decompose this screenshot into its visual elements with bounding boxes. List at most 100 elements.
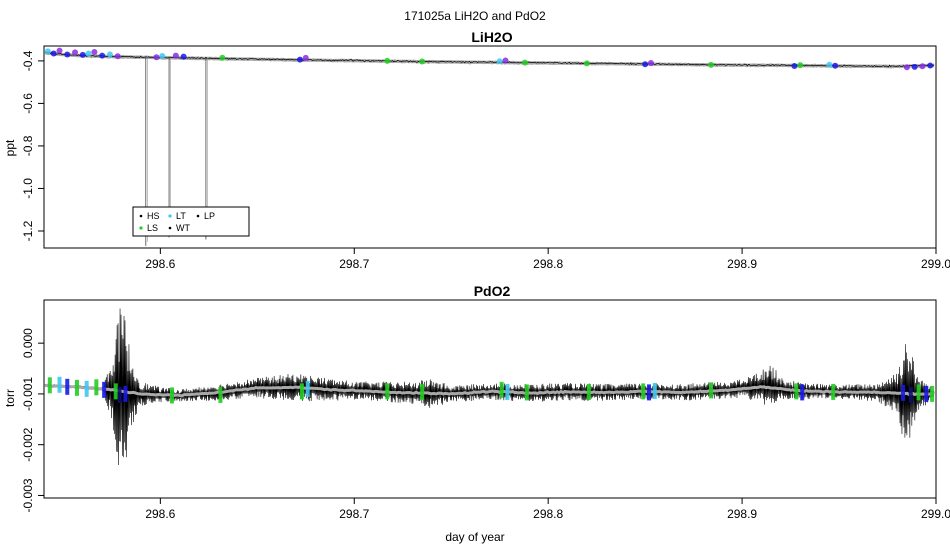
pdo2-marker xyxy=(524,384,529,401)
lih2o-marker xyxy=(647,60,654,67)
lih2o-marker xyxy=(72,49,79,56)
legend-label-lp: LP xyxy=(204,211,215,221)
x-tick-label: 298.9 xyxy=(727,507,757,521)
lih2o-plot-area xyxy=(44,47,935,246)
pdo2-ylabel: torr xyxy=(3,389,17,407)
y-tick-label: 0.000 xyxy=(21,328,35,358)
lih2o-marker xyxy=(44,48,51,55)
y-tick-label: -1.0 xyxy=(21,178,35,199)
x-tick-label: 299.0 xyxy=(921,257,950,271)
legend-swatch-wt xyxy=(168,226,172,230)
lih2o-marker xyxy=(296,56,303,63)
pdo2-marker xyxy=(641,383,646,400)
lih2o-marker xyxy=(106,51,113,58)
pdo2-marker xyxy=(709,382,714,399)
y-tick-label: -0.6 xyxy=(21,93,35,114)
lih2o-marker xyxy=(114,53,121,60)
pdo2-marker xyxy=(800,384,805,401)
y-tick-label: -0.002 xyxy=(21,427,35,461)
lih2o-marker xyxy=(302,54,309,61)
lih2o-marker xyxy=(502,57,509,64)
legend-swatch-hs xyxy=(139,214,143,218)
lih2o-marker xyxy=(797,62,804,69)
pdo2-marker xyxy=(586,383,591,400)
pdo2-marker xyxy=(652,382,657,399)
legend-label-hs: HS xyxy=(147,211,160,221)
lih2o-marker xyxy=(911,63,918,70)
pdo2-marker xyxy=(499,381,504,398)
pdo2-marker xyxy=(647,384,652,401)
lih2o-marker xyxy=(384,57,391,64)
pdo2-plot-area xyxy=(44,308,935,466)
pdo2-marker xyxy=(299,383,304,400)
x-tick-label: 298.7 xyxy=(339,507,369,521)
lih2o-marker xyxy=(50,50,57,57)
y-tick-label: -0.8 xyxy=(21,135,35,156)
lih2o-title: LiH2O xyxy=(471,29,512,45)
pdo2-marker xyxy=(117,386,122,403)
pdo2-marker xyxy=(84,380,89,397)
legend-swatch-lp xyxy=(196,214,200,218)
pdo2-marker xyxy=(94,379,99,396)
x-axis-label: day of year xyxy=(445,530,504,544)
pdo2-marker xyxy=(924,385,929,402)
legend-swatch-ls xyxy=(139,226,143,230)
lih2o-marker xyxy=(172,52,179,59)
pdo2-marker xyxy=(916,384,921,401)
lih2o-ylabel: ppt xyxy=(3,139,17,156)
x-tick-label: 298.8 xyxy=(533,257,563,271)
lih2o-x-axis: 298.6 298.7 298.8 298.9 299.0 xyxy=(145,248,950,271)
legend-label-lt: LT xyxy=(176,211,186,221)
pdo2-marker xyxy=(113,383,118,400)
lih2o-marker xyxy=(91,48,98,55)
y-tick-label: -1.2 xyxy=(21,220,35,241)
lih2o-marker xyxy=(791,62,798,69)
pdo2-marker xyxy=(505,383,510,400)
lih2o-plot-frame xyxy=(43,45,937,249)
pdo2-marker xyxy=(930,385,935,402)
pdo2-marker xyxy=(47,377,52,394)
lih2o-marker xyxy=(419,58,426,65)
pdo2-marker xyxy=(901,384,906,401)
lih2o-marker xyxy=(826,61,833,68)
figure-title: 171025a LiH2O and PdO2 xyxy=(404,9,546,23)
pdo2-marker xyxy=(218,386,223,403)
x-tick-label: 298.9 xyxy=(727,257,757,271)
pdo2-marker xyxy=(420,383,425,400)
lih2o-marker xyxy=(219,54,226,61)
pdo2-series-line xyxy=(44,308,935,466)
y-tick-label: -0.4 xyxy=(21,50,35,71)
x-tick-label: 298.8 xyxy=(533,507,563,521)
pdo2-mean-line xyxy=(44,383,935,398)
lih2o-legend: HS LS LT WT LP xyxy=(132,206,250,237)
pdo2-marker xyxy=(908,386,913,403)
pdo2-title: PdO2 xyxy=(474,283,511,299)
lih2o-marker xyxy=(64,51,71,58)
pdo2-marker xyxy=(385,383,390,400)
legend-swatch-lt xyxy=(168,214,172,218)
lih2o-y-axis: -0.4 -0.6 -0.8 -1.0 -1.2 xyxy=(21,50,44,241)
pdo2-x-axis: 298.6 298.7 298.8 298.9 299.0 xyxy=(145,498,950,521)
lih2o-marker xyxy=(832,62,839,69)
lih2o-marker xyxy=(903,64,910,71)
pdo2-marker xyxy=(74,379,79,396)
x-tick-label: 298.7 xyxy=(339,257,369,271)
pdo2-marker xyxy=(305,380,310,397)
pdo2-plot-frame xyxy=(43,299,937,499)
lih2o-marker xyxy=(642,61,649,68)
lih2o-marker xyxy=(85,50,92,57)
pdo2-marker xyxy=(831,383,836,400)
y-tick-label: -0.001 xyxy=(21,377,35,411)
pdo2-marker xyxy=(57,376,62,393)
y-tick-label: -0.003 xyxy=(21,478,35,512)
lih2o-marker xyxy=(708,61,715,68)
lih2o-marker xyxy=(927,62,934,69)
x-tick-label: 298.6 xyxy=(145,507,175,521)
lih2o-marker xyxy=(99,52,106,59)
pdo2-marker xyxy=(169,387,174,404)
legend-label-ls: LS xyxy=(147,223,158,233)
lih2o-marker xyxy=(153,54,160,61)
pdo2-marker xyxy=(123,385,128,402)
lih2o-marker xyxy=(180,53,187,60)
